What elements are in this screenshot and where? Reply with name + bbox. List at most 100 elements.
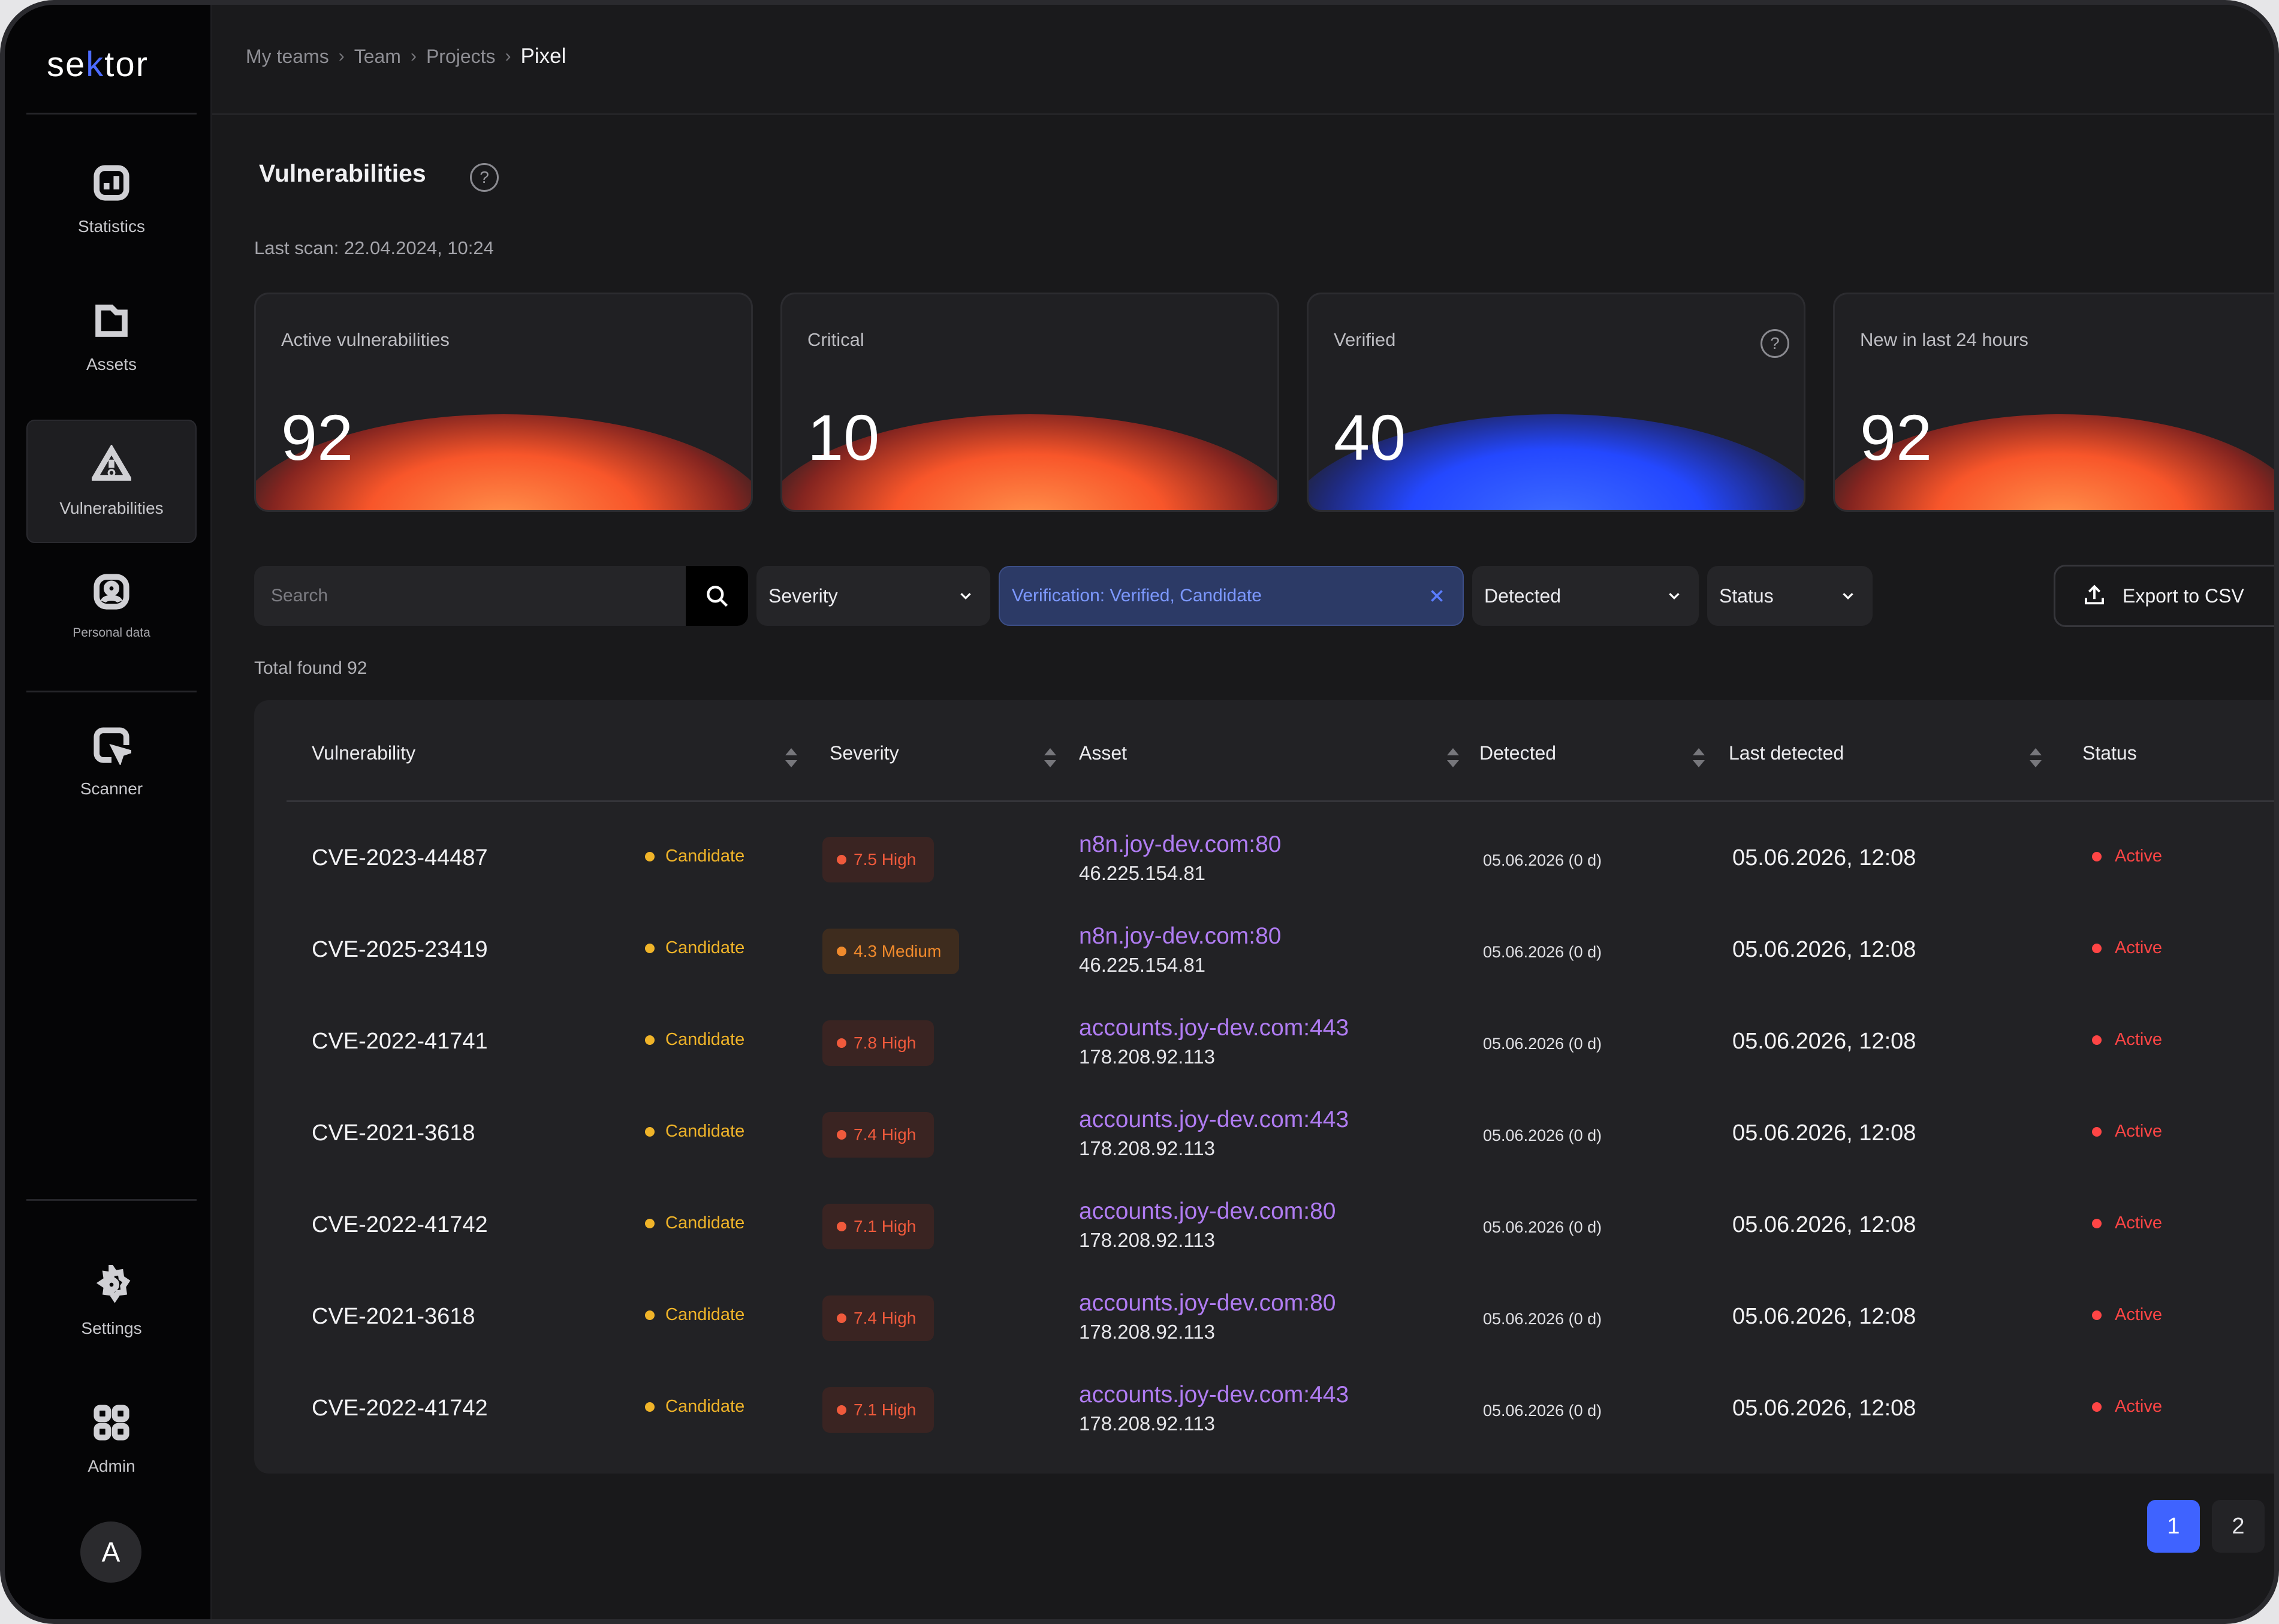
cve-id[interactable]: CVE-2022-41741 [312, 1029, 488, 1054]
dropdown-label: Severity [768, 584, 838, 607]
cve-id[interactable]: CVE-2021-3618 [312, 1120, 475, 1146]
close-icon[interactable] [1427, 586, 1447, 606]
sort-icon[interactable] [1446, 746, 1460, 770]
chevron-down-icon [1669, 593, 1680, 600]
table-row[interactable]: CVE-2025-23419 Candidate 4.3 Medium n8n.joy… [254, 906, 2274, 998]
asset-host-link[interactable]: accounts.joy-dev.com:443 [1079, 1015, 1349, 1041]
stat-value: 10 [807, 401, 880, 474]
status-dot-icon [2092, 1126, 2102, 1137]
sidebar-item-settings[interactable]: Settings [26, 1240, 197, 1363]
sidebar-divider [26, 1199, 197, 1201]
last-detected-date: 05.06.2026, 12:08 [1732, 1212, 1916, 1237]
sidebar-item-statistics[interactable]: Statistics [26, 138, 197, 261]
status-indicator: Active [2092, 1030, 2162, 1050]
detected-date: 05.06.2026 (0 d) [1483, 1218, 1602, 1236]
table-row[interactable]: CVE-2023-44487 Candidate 7.5 High n8n.joy-d… [254, 814, 2274, 906]
candidate-dot-icon [645, 851, 655, 861]
verification-badge: Candidate [645, 1305, 744, 1325]
sidebar-item-label: Settings [81, 1319, 142, 1337]
table-row[interactable]: CVE-2021-3618 Candidate 7.4 High accounts.j… [254, 1273, 2274, 1364]
search-button[interactable] [686, 566, 748, 626]
stat-card-critical: Critical 10 [780, 293, 1279, 512]
search-input[interactable] [254, 566, 686, 626]
verification-filter-chip[interactable]: Verification: Verified, Candidate [999, 566, 1464, 626]
help-icon[interactable]: ? [470, 163, 499, 192]
top-bar: My teams › Team › Projects › Pixel [212, 5, 2274, 115]
severity-dot-icon [837, 1222, 846, 1231]
asset-host-link[interactable]: n8n.joy-dev.com:80 [1079, 923, 1282, 949]
breadcrumb-team[interactable]: Team [354, 45, 401, 67]
dropdown-label: Status [1719, 584, 1774, 607]
severity-dot-icon [837, 947, 846, 956]
verification-badge: Candidate [645, 1397, 744, 1417]
asset-host-link[interactable]: accounts.joy-dev.com:443 [1079, 1382, 1349, 1408]
sidebar-item-label: Admin [88, 1457, 135, 1475]
sidebar-item-assets[interactable]: Assets [26, 276, 197, 399]
table-row[interactable]: CVE-2022-41742 Candidate 7.1 High accounts.… [254, 1181, 2274, 1273]
cve-id[interactable]: CVE-2025-23419 [312, 937, 488, 962]
status-dropdown[interactable]: Status [1707, 566, 1873, 626]
severity-badge: 7.8 High [822, 1020, 934, 1066]
status-label: Active [2115, 1122, 2162, 1141]
severity-label: 4.3 Medium [854, 942, 942, 960]
candidate-dot-icon [645, 1126, 655, 1137]
sidebar-item-scanner[interactable]: Scanner [26, 700, 197, 824]
gear-icon [96, 1265, 131, 1303]
verification-badge: Candidate [645, 846, 744, 866]
stat-label: Verified [1334, 329, 1396, 350]
chip-label: Verification: Verified, Candidate [1012, 586, 1262, 605]
column-header-asset[interactable]: Asset [1079, 742, 1128, 764]
asset-host-link[interactable]: accounts.joy-dev.com:80 [1079, 1198, 1336, 1224]
sort-icon[interactable] [1043, 746, 1057, 770]
column-header-vulnerability[interactable]: Vulnerability [312, 742, 416, 764]
app-logo[interactable]: sektor [47, 45, 149, 84]
breadcrumb-my-teams[interactable]: My teams [246, 45, 329, 67]
sort-icon[interactable] [2277, 746, 2279, 770]
column-header-detected[interactable]: Detected [1479, 742, 1557, 764]
avatar[interactable]: A [80, 1521, 141, 1583]
stat-card-verified: Verified 40 ? [1307, 293, 1805, 512]
asset-host-link[interactable]: accounts.joy-dev.com:80 [1079, 1290, 1336, 1316]
page-button-1[interactable]: 1 [2147, 1500, 2200, 1553]
asset-host-link[interactable]: accounts.joy-dev.com:443 [1079, 1107, 1349, 1132]
status-indicator: Active [2092, 1397, 2162, 1417]
sort-icon[interactable] [2028, 746, 2043, 770]
sidebar-item-personal-data[interactable]: Personal data [26, 544, 197, 668]
cve-id[interactable]: CVE-2022-41742 [312, 1396, 488, 1421]
column-header-last-detected[interactable]: Last detected [1729, 742, 1844, 764]
candidate-dot-icon [645, 943, 655, 953]
detected-dropdown[interactable]: Detected [1472, 566, 1699, 626]
dropdown-label: Detected [1484, 584, 1561, 607]
status-dot-icon [2092, 1035, 2102, 1045]
chevron-right-icon: › [505, 46, 511, 66]
severity-dot-icon [837, 855, 846, 864]
help-icon[interactable]: ? [1761, 329, 1789, 358]
sidebar-item-label: Scanner [80, 779, 143, 798]
export-csv-button[interactable]: Export to CSV [2054, 565, 2274, 627]
cve-id[interactable]: CVE-2023-44487 [312, 845, 488, 870]
breadcrumb-projects[interactable]: Projects [426, 45, 496, 67]
sort-icon[interactable] [784, 746, 798, 770]
asset-cell: accounts.joy-dev.com:80 178.208.92.113 [1079, 1197, 1336, 1254]
breadcrumb-current: Pixel [520, 44, 566, 68]
detected-date: 05.06.2026 (0 d) [1483, 851, 1602, 869]
verification-label: Candidate [665, 1030, 745, 1049]
table-row[interactable]: CVE-2022-41742 Candidate 7.1 High accounts.… [254, 1364, 2274, 1456]
table-row[interactable]: CVE-2022-41741 Candidate 7.8 High accounts.… [254, 998, 2274, 1089]
severity-label: 7.1 High [854, 1400, 917, 1419]
cve-id[interactable]: CVE-2022-41742 [312, 1212, 488, 1237]
status-indicator: Active [2092, 938, 2162, 958]
sidebar-item-vulnerabilities[interactable]: Vulnerabilities [26, 420, 197, 543]
asset-host-link[interactable]: n8n.joy-dev.com:80 [1079, 831, 1282, 857]
sort-icon[interactable] [1692, 746, 1706, 770]
severity-dropdown[interactable]: Severity [756, 566, 990, 626]
sidebar-item-admin[interactable]: Admin [26, 1378, 197, 1501]
column-header-status[interactable]: Status [2082, 742, 2137, 764]
status-label: Active [2115, 1397, 2162, 1416]
table-row[interactable]: CVE-2021-3618 Candidate 7.4 High accounts.j… [254, 1089, 2274, 1181]
column-header-severity[interactable]: Severity [830, 742, 899, 764]
search-box [254, 566, 748, 626]
status-indicator: Active [2092, 846, 2162, 866]
cve-id[interactable]: CVE-2021-3618 [312, 1304, 475, 1329]
page-button-2[interactable]: 2 [2212, 1500, 2265, 1553]
